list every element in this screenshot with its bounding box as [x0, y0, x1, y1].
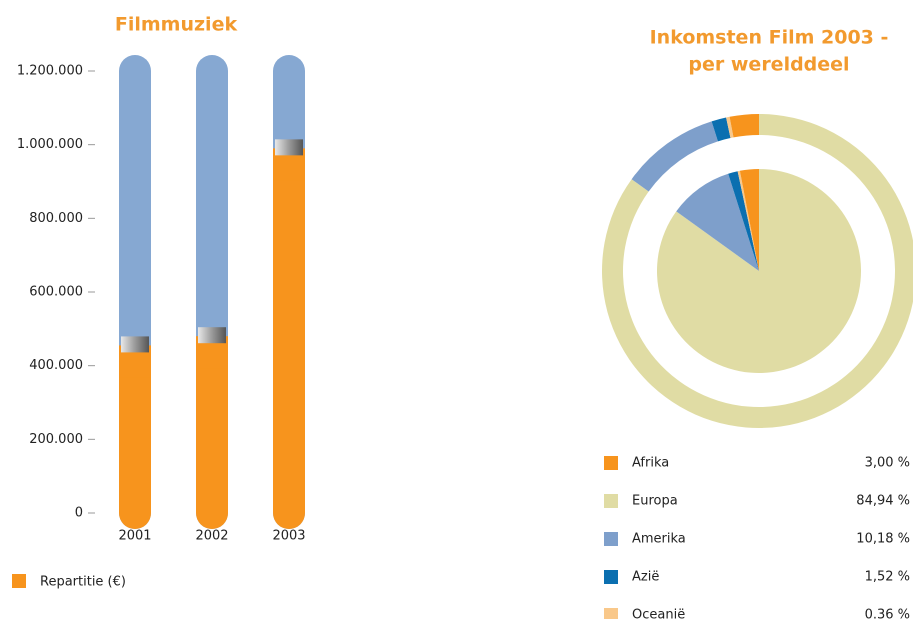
legend-swatch [604, 456, 618, 470]
legend-swatch [604, 532, 618, 546]
y-tick-label: 200.000 [29, 432, 83, 447]
ring-segment [726, 116, 734, 139]
pie-slice [737, 170, 759, 271]
legend-label: Europa [632, 494, 678, 509]
value-label: 10,18 % [856, 532, 910, 547]
y-tick-label: 800.000 [29, 211, 83, 226]
bar-cap [198, 327, 226, 344]
legend-label: Afrika [632, 456, 669, 471]
bar-cap [121, 336, 149, 353]
bar [196, 336, 228, 529]
bar [273, 148, 305, 529]
legend-label: Repartitie (€) [40, 575, 126, 590]
legend-swatch [604, 494, 618, 508]
value-label: 3,00 % [865, 456, 910, 471]
value-label: 1,52 % [865, 570, 910, 585]
legend-label: Amerika [632, 532, 686, 547]
y-tick-label: 600.000 [29, 285, 83, 300]
ring-segment [631, 121, 718, 192]
pie-slice [676, 173, 759, 271]
legend-swatch [604, 608, 618, 619]
chart-title: Inkomsten Film 2003 - [650, 27, 889, 49]
pie-slice [739, 169, 759, 271]
pie-slice [728, 171, 759, 271]
bar-cap [275, 139, 303, 156]
y-tick-label: 0 [75, 506, 83, 521]
legend-label: Azië [632, 570, 659, 585]
x-tick-label: 2001 [118, 529, 151, 544]
legend-label: Oceanië [632, 608, 685, 619]
chart-title: Filmmuziek [115, 14, 238, 36]
value-label: 0.36 % [865, 608, 910, 619]
legend-swatch [604, 570, 618, 584]
chart-title: per werelddeel [688, 54, 849, 76]
ring-segment [711, 117, 731, 142]
y-tick-label: 400.000 [29, 358, 83, 373]
y-tick-label: 1.000.000 [17, 137, 83, 152]
legend-swatch [12, 574, 26, 588]
y-tick-label: 1.200.000 [17, 64, 83, 79]
ring-segment [729, 114, 759, 138]
x-tick-label: 2003 [272, 529, 305, 544]
value-label: 84,94 % [856, 494, 910, 509]
x-tick-label: 2002 [195, 529, 228, 544]
bar [119, 345, 151, 529]
